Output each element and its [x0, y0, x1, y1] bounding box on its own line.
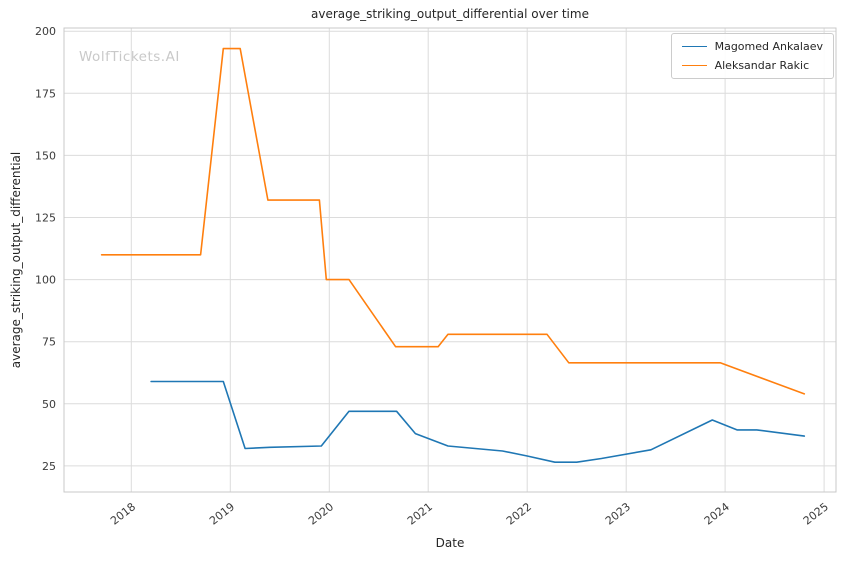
x-tick-label: 2022: [504, 500, 534, 527]
x-tick-label: 2025: [801, 500, 831, 527]
x-tick-label: 2018: [108, 500, 138, 527]
y-tick-label: 75: [42, 336, 56, 349]
y-tick-label: 150: [35, 149, 56, 162]
series-line-aleksandar-rakic: [100, 47, 806, 395]
y-tick-label: 125: [35, 212, 56, 225]
x-tick-label: 2020: [306, 500, 336, 527]
y-axis-label: average_striking_output_differential: [9, 151, 23, 369]
y-tick-label: 25: [42, 460, 56, 473]
legend-item: Magomed Ankalaev: [681, 40, 823, 53]
x-tick-label: 2019: [207, 500, 237, 527]
x-tick-label: 2024: [702, 500, 732, 527]
y-tick-label: 100: [35, 274, 56, 287]
legend-label: Aleksandar Rakic: [714, 59, 810, 73]
legend-line-swatch: [681, 46, 707, 48]
chart-title: average_striking_output_differential ove…: [311, 7, 589, 21]
watermark: WolfTickets.AI: [79, 49, 180, 65]
x-tick-label: 2021: [405, 500, 435, 527]
x-axis-label: Date: [435, 536, 465, 550]
legend-label: Magomed Ankalaev: [714, 40, 823, 53]
plot-border: [63, 27, 837, 493]
y-tick-label: 175: [35, 87, 56, 100]
y-tick-label: 50: [42, 398, 56, 411]
y-tick-label: 200: [35, 25, 56, 38]
x-tick-label: 2023: [603, 500, 633, 527]
legend-item: Aleksandar Rakic: [681, 59, 823, 73]
legend: Magomed Ankalaev Aleksandar Rakic: [670, 33, 834, 80]
series-line-magomed-ankalaev: [150, 380, 806, 464]
legend-line-swatch: [681, 65, 707, 67]
